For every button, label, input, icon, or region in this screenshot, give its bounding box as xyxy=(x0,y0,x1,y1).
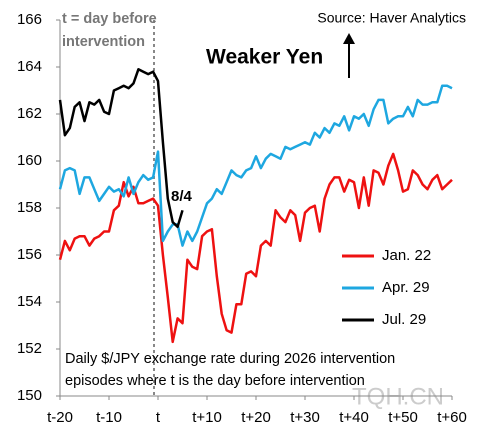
arrow-head xyxy=(343,33,355,44)
watermark: TQH.CN xyxy=(352,383,444,410)
y-tick-label: 152 xyxy=(17,340,42,357)
y-tick-label: 160 xyxy=(17,152,42,169)
y-tick-label: 154 xyxy=(17,293,42,310)
annotation: intervention xyxy=(62,34,145,50)
legend-label: Jul. 29 xyxy=(382,311,426,328)
y-tick-label: 158 xyxy=(17,199,42,216)
series-line xyxy=(58,84,453,247)
x-tick-label: t+10 xyxy=(192,409,222,426)
series-line xyxy=(58,68,184,229)
x-tick-label: t+60 xyxy=(437,409,467,426)
caption: episodes where t is the day before inter… xyxy=(65,373,365,389)
x-tick-label: t+30 xyxy=(290,409,320,426)
x-tick-label: t-10 xyxy=(96,409,122,426)
caption: Daily $/JPY exchange rate during 2026 in… xyxy=(65,351,395,367)
x-tick-label: t+20 xyxy=(241,409,271,426)
x-tick-label: t-20 xyxy=(47,409,73,426)
source: Source: Haver Analytics xyxy=(317,10,466,26)
annotation: t = day before xyxy=(62,11,157,27)
x-tick-label: t+50 xyxy=(388,409,418,426)
legend-label: Apr. 29 xyxy=(382,279,430,296)
arrow-label: Weaker Yen xyxy=(206,46,323,69)
x-tick-label: t+40 xyxy=(339,409,369,426)
y-tick-label: 156 xyxy=(17,246,42,263)
y-tick-label: 166 xyxy=(17,11,42,28)
y-tick-label: 164 xyxy=(17,58,42,75)
x-tick-label: t xyxy=(156,409,161,426)
point-label: 8/4 xyxy=(171,188,193,205)
legend-label: Jan. 22 xyxy=(382,247,431,264)
y-tick-label: 162 xyxy=(17,105,42,122)
y-tick-label: 150 xyxy=(17,387,42,404)
